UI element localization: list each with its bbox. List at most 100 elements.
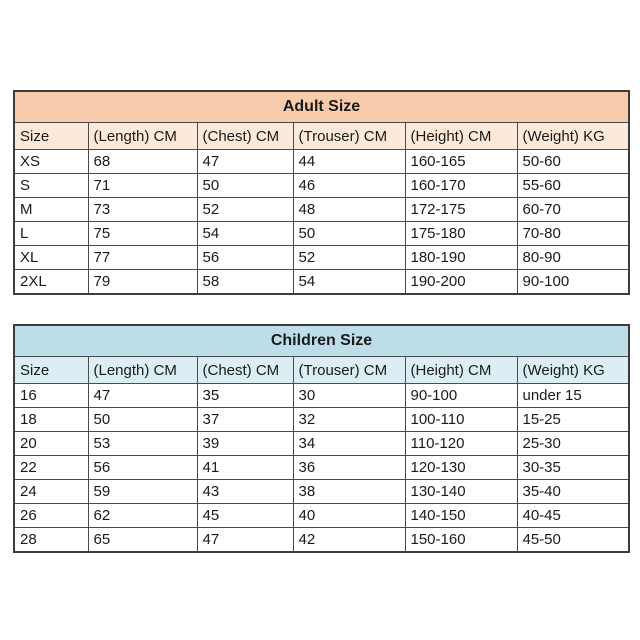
value-cell: 39	[196, 431, 294, 456]
size-cell: L	[13, 221, 89, 246]
children-table-title: Children Size	[13, 324, 630, 357]
value-cell: under 15	[516, 383, 630, 408]
children-column-header-row: Size (Length) CM (Chest) CM (Trouser) CM (He…	[13, 356, 630, 384]
value-cell: 38	[292, 479, 406, 504]
value-cell: 32	[292, 407, 406, 432]
table-row: 22 56 41 36 120-130 30-35	[13, 455, 630, 480]
value-cell: 40	[292, 503, 406, 528]
value-cell: 77	[87, 245, 198, 270]
value-cell: 43	[196, 479, 294, 504]
value-cell: 54	[292, 269, 406, 295]
value-cell: 79	[87, 269, 198, 295]
value-cell: 110-120	[404, 431, 518, 456]
value-cell: 160-170	[404, 173, 518, 198]
value-cell: 120-130	[404, 455, 518, 480]
value-cell: 34	[292, 431, 406, 456]
value-cell: 50-60	[516, 149, 630, 174]
value-cell: 46	[292, 173, 406, 198]
table-row: 2XL 79 58 54 190-200 90-100	[13, 269, 630, 295]
value-cell: 50	[292, 221, 406, 246]
value-cell: 58	[196, 269, 294, 295]
size-cell: 20	[13, 431, 89, 456]
value-cell: 130-140	[404, 479, 518, 504]
value-cell: 37	[196, 407, 294, 432]
table-row: XL 77 56 52 180-190 80-90	[13, 245, 630, 270]
table-row: 16 47 35 30 90-100 under 15	[13, 383, 630, 408]
adult-table-body: XS 68 47 44 160-165 50-60 S 71 50 46 160-170 55-60 M…	[13, 149, 630, 295]
value-cell: 70-80	[516, 221, 630, 246]
value-cell: 60-70	[516, 197, 630, 222]
size-cell: 24	[13, 479, 89, 504]
value-cell: 80-90	[516, 245, 630, 270]
value-cell: 175-180	[404, 221, 518, 246]
value-cell: 59	[87, 479, 198, 504]
column-header: (Length) CM	[87, 122, 198, 150]
column-header: (Weight) KG	[516, 122, 630, 150]
size-cell: 28	[13, 527, 89, 553]
value-cell: 35-40	[516, 479, 630, 504]
value-cell: 41	[196, 455, 294, 480]
value-cell: 40-45	[516, 503, 630, 528]
column-header: Size	[13, 356, 89, 384]
value-cell: 45-50	[516, 527, 630, 553]
value-cell: 55-60	[516, 173, 630, 198]
adult-column-header-row: Size (Length) CM (Chest) CM (Trouser) CM (He…	[13, 122, 630, 150]
value-cell: 47	[196, 149, 294, 174]
table-row: 18 50 37 32 100-110 15-25	[13, 407, 630, 432]
value-cell: 180-190	[404, 245, 518, 270]
value-cell: 47	[196, 527, 294, 553]
size-cell: M	[13, 197, 89, 222]
value-cell: 30	[292, 383, 406, 408]
value-cell: 56	[196, 245, 294, 270]
value-cell: 36	[292, 455, 406, 480]
column-header: (Trouser) CM	[292, 122, 406, 150]
value-cell: 140-150	[404, 503, 518, 528]
value-cell: 45	[196, 503, 294, 528]
value-cell: 90-100	[516, 269, 630, 295]
value-cell: 42	[292, 527, 406, 553]
children-title-row: Children Size	[13, 324, 630, 357]
value-cell: 48	[292, 197, 406, 222]
value-cell: 50	[87, 407, 198, 432]
value-cell: 52	[196, 197, 294, 222]
value-cell: 90-100	[404, 383, 518, 408]
size-cell: XS	[13, 149, 89, 174]
table-row: 26 62 45 40 140-150 40-45	[13, 503, 630, 528]
table-row: 28 65 47 42 150-160 45-50	[13, 527, 630, 553]
size-cell: XL	[13, 245, 89, 270]
size-cell: 26	[13, 503, 89, 528]
size-cell: 22	[13, 455, 89, 480]
size-cell: 18	[13, 407, 89, 432]
children-size-table: Children Size Size (Length) CM (Chest) CM(…	[13, 324, 631, 553]
value-cell: 65	[87, 527, 198, 553]
value-cell: 30-35	[516, 455, 630, 480]
children-table-body: 16 47 35 30 90-100 under 15 18 50 37 32 100-110 15-…	[13, 383, 630, 553]
adult-size-table: Adult Size Size (Length) CM (Chest) CM (Tro…	[13, 90, 631, 295]
table-row: XS 68 47 44 160-165 50-60	[13, 149, 630, 174]
value-cell: 35	[196, 383, 294, 408]
value-cell: 47	[87, 383, 198, 408]
value-cell: 68	[87, 149, 198, 174]
adult-table-title: Adult Size	[13, 90, 630, 123]
column-header: (Length) CM	[87, 356, 198, 384]
column-header: (Chest) CM	[196, 356, 294, 384]
value-cell: 100-110	[404, 407, 518, 432]
value-cell: 75	[87, 221, 198, 246]
value-cell: 150-160	[404, 527, 518, 553]
size-cell: 2XL	[13, 269, 89, 295]
value-cell: 25-30	[516, 431, 630, 456]
value-cell: 160-165	[404, 149, 518, 174]
value-cell: 62	[87, 503, 198, 528]
value-cell: 56	[87, 455, 198, 480]
size-cell: S	[13, 173, 89, 198]
value-cell: 52	[292, 245, 406, 270]
value-cell: 190-200	[404, 269, 518, 295]
size-cell: 16	[13, 383, 89, 408]
table-row: M 73 52 48 172-175 60-70	[13, 197, 630, 222]
column-header: (Chest) CM	[196, 122, 294, 150]
column-header: Size	[13, 122, 89, 150]
column-header: (Weight) KG	[516, 356, 630, 384]
column-header: (Height) CM	[404, 122, 518, 150]
value-cell: 50	[196, 173, 294, 198]
